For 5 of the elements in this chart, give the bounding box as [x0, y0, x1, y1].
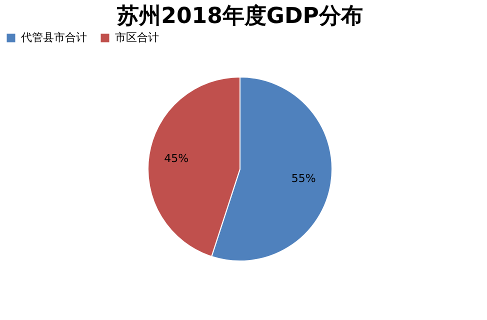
data-label: 45%	[164, 152, 189, 165]
legend-label: 市区合计	[115, 31, 159, 44]
data-label: 55%	[291, 172, 316, 186]
chart-title: 苏州2018年度GDP分布	[116, 3, 363, 29]
legend-label: 代管县市合计	[20, 31, 87, 44]
